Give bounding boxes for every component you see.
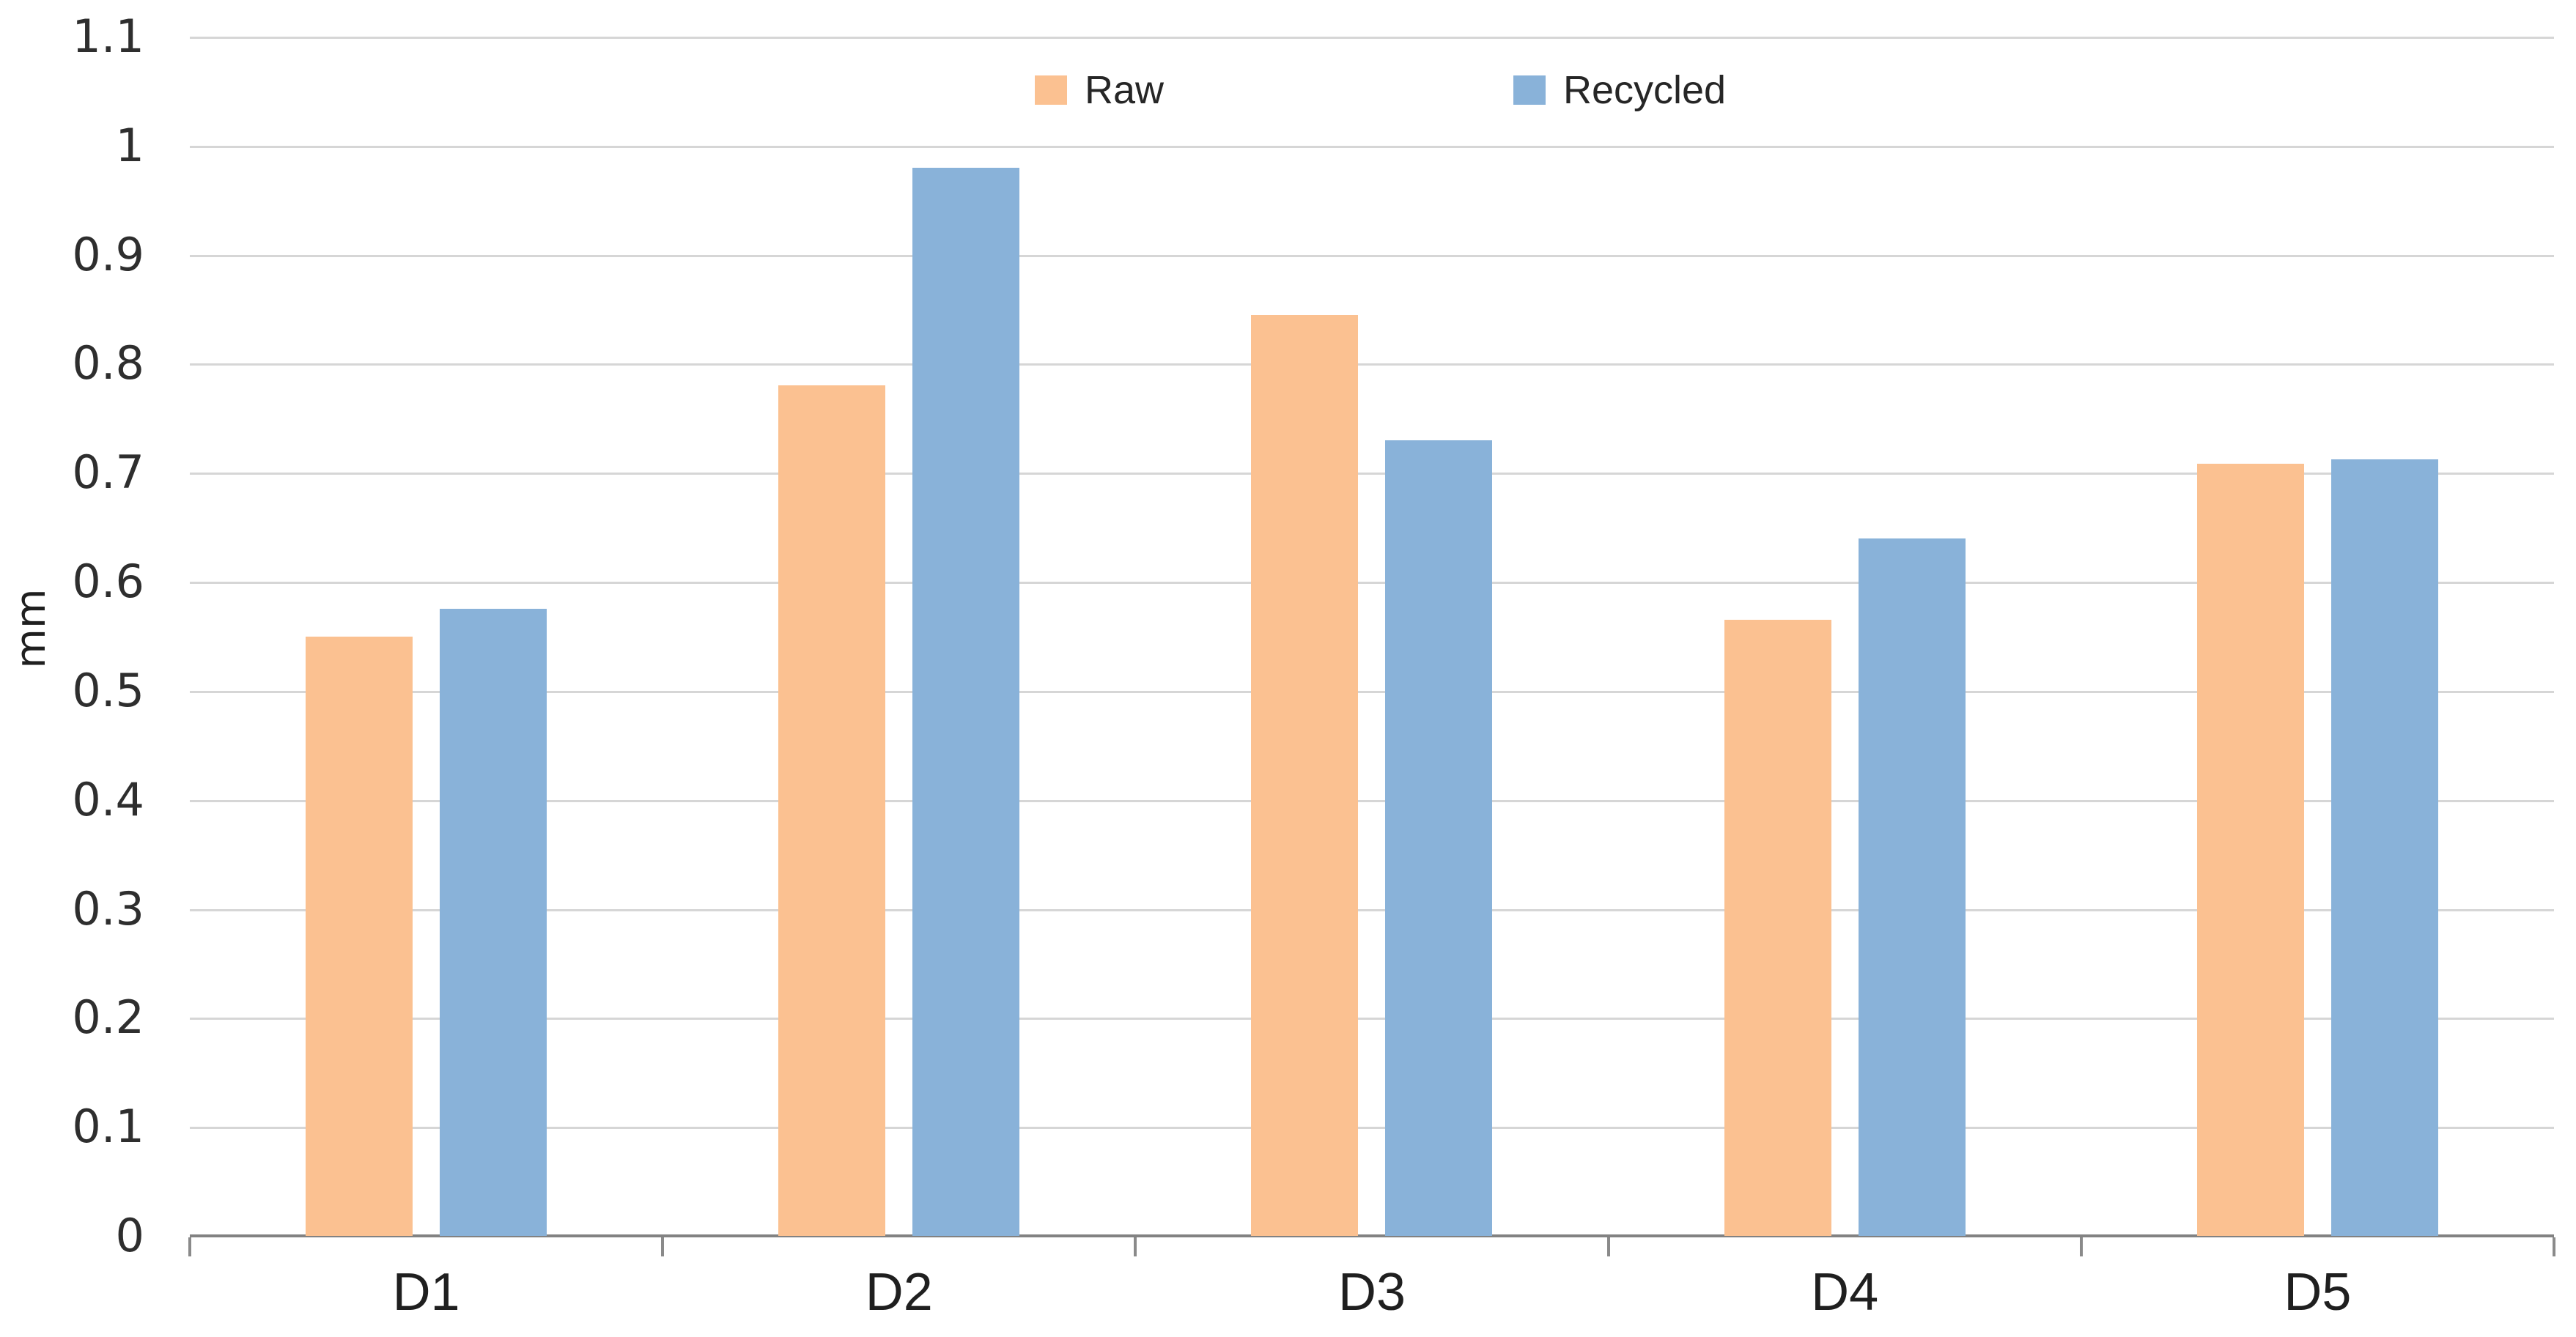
- bar-recycled-d4: [1858, 538, 1966, 1236]
- y-tick-label: 1: [115, 118, 144, 172]
- gridline: [190, 1127, 2554, 1130]
- gridline: [190, 1018, 2554, 1021]
- x-category-label: D4: [1811, 1263, 1879, 1322]
- y-tick-label: 0.5: [72, 663, 144, 717]
- bar-group-d2: [663, 37, 1135, 1236]
- y-tick-label: 1.1: [72, 10, 144, 63]
- bar-group-d1: [190, 37, 663, 1236]
- x-category-label: D2: [865, 1263, 933, 1322]
- bar-group-d5: [2081, 37, 2554, 1236]
- gridline: [190, 145, 2554, 148]
- plot-area: 0 0.1 0.2 0.3 0.4 0.5 0.6 0.7 0.8 0.9 1 1.1: [72, 14, 2555, 1259]
- x-category-label: D1: [392, 1263, 460, 1322]
- bar-group-d4: [1609, 37, 2081, 1236]
- bar-raw-d5: [2196, 464, 2304, 1236]
- x-category-label: D3: [1337, 1263, 1406, 1322]
- x-axis-tick: [661, 1237, 665, 1256]
- y-tick-label: 0.1: [72, 1100, 144, 1154]
- y-tick-label: 0.7: [72, 445, 144, 500]
- x-axis-tick: [1134, 1237, 1137, 1256]
- x-axis-tick: [2553, 1237, 2555, 1256]
- x-axis-tick: [188, 1237, 191, 1256]
- bar-raw-d1: [306, 636, 413, 1236]
- gridline: [190, 254, 2554, 257]
- y-tick-label: 0.6: [72, 555, 144, 609]
- bar-recycled-d5: [2330, 459, 2438, 1236]
- bar-recycled-d3: [1385, 440, 1493, 1236]
- legend-label-recycled: Recycled: [1563, 68, 1727, 112]
- y-tick-label: 0.4: [72, 772, 144, 826]
- legend-swatch-raw: [1035, 75, 1067, 105]
- bar-raw-d2: [778, 385, 886, 1236]
- bar-group-d3: [1135, 37, 1608, 1236]
- gridline: [190, 908, 2554, 911]
- bar-raw-d3: [1251, 314, 1359, 1236]
- legend-item-raw: Raw: [1035, 70, 1164, 110]
- gridline: [190, 690, 2554, 693]
- gridline: [190, 799, 2554, 802]
- x-axis-line: [190, 1234, 2554, 1237]
- y-tick-label: 0.9: [72, 227, 144, 281]
- gridline: [190, 37, 2554, 39]
- legend-swatch-recycled: [1513, 75, 1546, 105]
- x-category-label: D5: [2284, 1263, 2352, 1322]
- legend-label-raw: Raw: [1085, 68, 1165, 112]
- y-tick-label: 0.8: [72, 336, 144, 390]
- x-axis-tick: [1606, 1237, 1610, 1256]
- bar-recycled-d2: [912, 167, 1020, 1236]
- x-axis-labels: D1 D2 D3 D4 D5: [190, 1266, 2554, 1332]
- x-axis-tick: [2079, 1237, 2083, 1256]
- bar-raw-d4: [1724, 620, 1831, 1236]
- y-tick-label: 0.3: [72, 881, 144, 936]
- gridline: [190, 473, 2554, 475]
- y-axis-title: mm: [7, 588, 55, 669]
- gridline: [190, 582, 2554, 585]
- y-tick-label: 0: [115, 1209, 144, 1262]
- legend-item-recycled: Recycled: [1513, 70, 1726, 110]
- y-tick-label: 0.2: [72, 990, 144, 1045]
- gridline: [190, 363, 2554, 366]
- bar-recycled-d1: [440, 609, 547, 1236]
